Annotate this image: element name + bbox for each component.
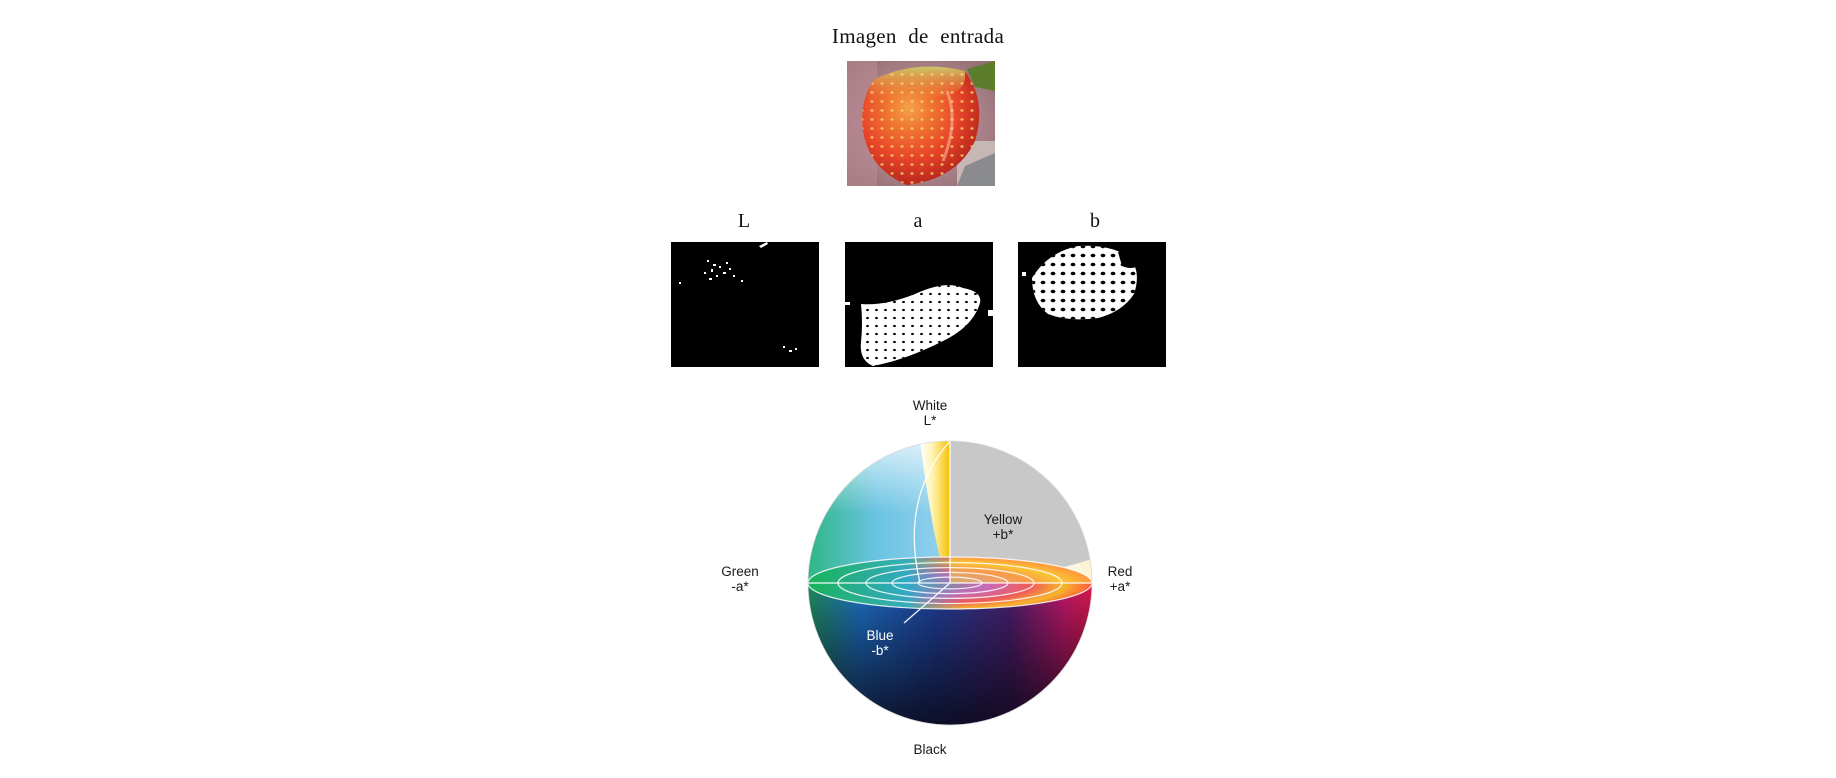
a-channel-image [845, 242, 993, 367]
red-text: Red [1107, 564, 1133, 579]
neg-a-text: -a* [731, 579, 749, 594]
blue-text: Blue [866, 628, 894, 643]
red-label: Red +a* [1080, 564, 1160, 594]
white-label: White L* [890, 398, 970, 428]
green-text: Green [721, 564, 759, 579]
cielab-color-sphere [780, 398, 1120, 758]
channel-label-l: L [737, 210, 751, 232]
blue-label: Blue -b* [845, 628, 915, 658]
yellow-label: Yellow +b* [968, 512, 1038, 542]
l-channel-image [671, 242, 819, 367]
white-text: White [912, 398, 948, 413]
strawberry-input-image [847, 61, 995, 186]
l-axis-text: L* [923, 413, 937, 428]
pos-b-text: +b* [992, 527, 1014, 542]
yellow-text: Yellow [983, 512, 1023, 527]
input-image-title: Imagen de entrada [831, 24, 1005, 48]
green-label: Green -a* [700, 564, 780, 594]
channel-label-a: a [913, 210, 923, 232]
neg-b-text: -b* [871, 643, 889, 658]
pos-a-text: +a* [1109, 579, 1131, 594]
b-channel-image [1018, 242, 1166, 367]
channel-label-b: b [1090, 210, 1100, 232]
black-label: Black [913, 742, 947, 757]
